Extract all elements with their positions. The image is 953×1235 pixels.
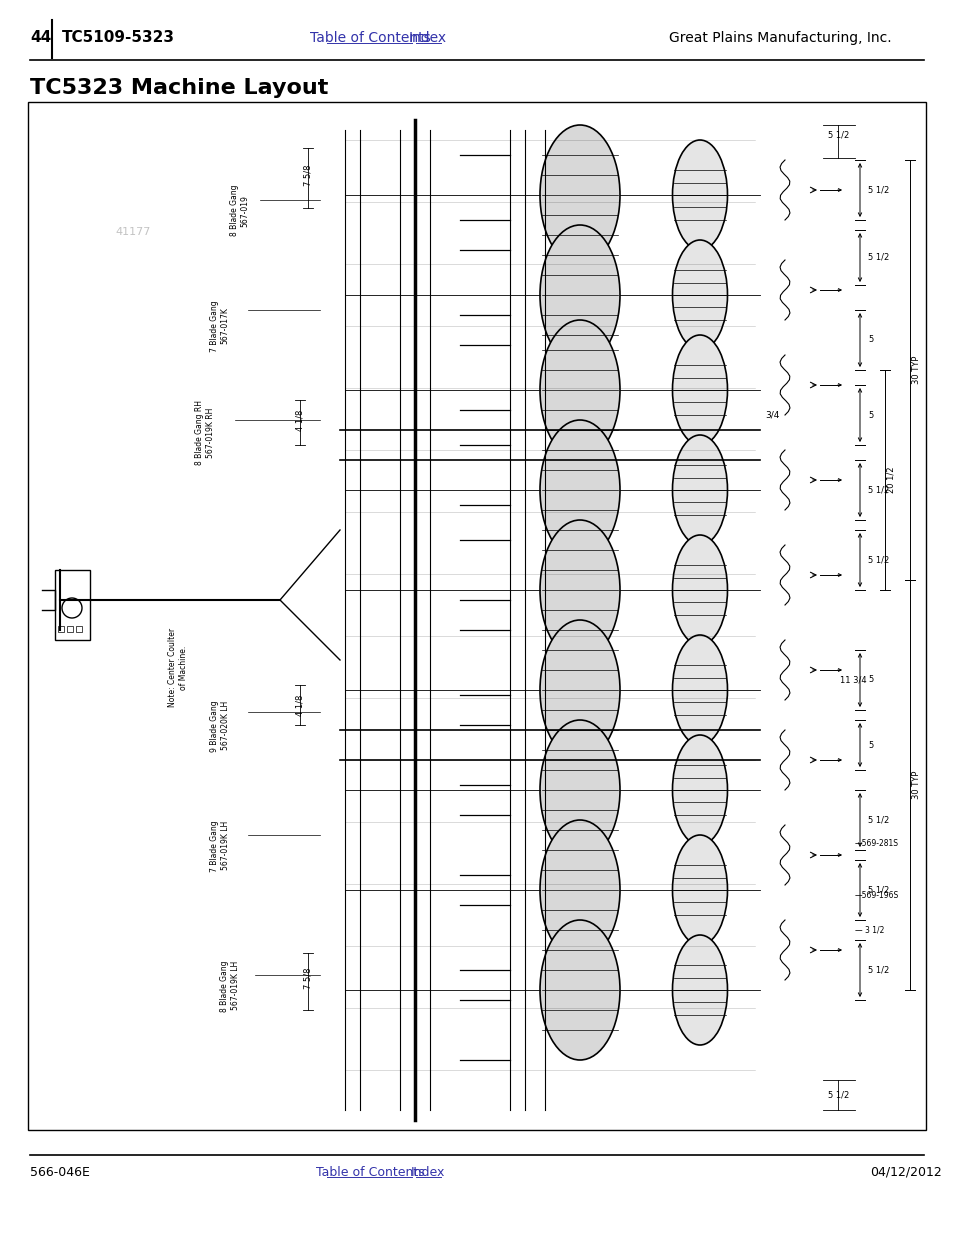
Text: — 3 1/2: — 3 1/2 [854, 925, 883, 935]
Ellipse shape [539, 320, 619, 459]
Ellipse shape [539, 920, 619, 1060]
Circle shape [62, 598, 82, 618]
Text: 4 1/8: 4 1/8 [295, 694, 304, 716]
Bar [67, 626, 73, 632]
Text: 5 1/2: 5 1/2 [827, 131, 848, 140]
Text: 5 1/2: 5 1/2 [867, 185, 888, 194]
Text: 9 Blade Gang
567-020K LH: 9 Blade Gang 567-020K LH [210, 700, 230, 752]
Ellipse shape [539, 620, 619, 760]
Ellipse shape [672, 835, 727, 945]
Text: Table of Contents: Table of Contents [310, 31, 430, 44]
Ellipse shape [539, 420, 619, 559]
Text: 20 1/2: 20 1/2 [886, 467, 895, 493]
Text: 3/4: 3/4 [764, 410, 779, 420]
Text: 8 Blade Gang
567-019: 8 Blade Gang 567-019 [230, 185, 250, 236]
Bar [28, 103, 925, 1130]
Text: Note: Center Coulter
of Machine.: Note: Center Coulter of Machine. [168, 629, 188, 708]
Text: 5: 5 [867, 676, 872, 684]
Text: —569-281S: —569-281S [854, 839, 898, 847]
Text: 30 TYP: 30 TYP [911, 356, 920, 384]
Text: 5: 5 [867, 336, 872, 345]
Ellipse shape [539, 820, 619, 960]
Ellipse shape [539, 720, 619, 860]
Ellipse shape [672, 335, 727, 445]
Ellipse shape [672, 140, 727, 249]
Text: 5 1/2: 5 1/2 [867, 966, 888, 974]
Text: Table of Contents: Table of Contents [315, 1166, 424, 1178]
Text: 5 1/2: 5 1/2 [867, 885, 888, 894]
Ellipse shape [672, 635, 727, 745]
Ellipse shape [672, 240, 727, 350]
Text: 04/12/2012: 04/12/2012 [869, 1166, 941, 1178]
Bar [76, 626, 82, 632]
Ellipse shape [539, 225, 619, 366]
Text: TC5109-5323: TC5109-5323 [62, 31, 174, 46]
Text: 44: 44 [30, 31, 51, 46]
Text: 5 1/2: 5 1/2 [867, 253, 888, 262]
Ellipse shape [539, 520, 619, 659]
Ellipse shape [672, 735, 727, 845]
Text: 5 1/2: 5 1/2 [867, 556, 888, 564]
Text: Great Plains Manufacturing, Inc.: Great Plains Manufacturing, Inc. [668, 31, 890, 44]
Text: 41177: 41177 [115, 227, 151, 237]
Text: Index: Index [411, 1166, 445, 1178]
Text: 7 Blade Gang
567-017K: 7 Blade Gang 567-017K [210, 300, 230, 352]
Text: 566-046E: 566-046E [30, 1166, 90, 1178]
Ellipse shape [672, 435, 727, 545]
Text: 11 3/4: 11 3/4 [840, 676, 865, 684]
Ellipse shape [672, 535, 727, 645]
Text: 5: 5 [867, 741, 872, 750]
Text: TC5323 Machine Layout: TC5323 Machine Layout [30, 78, 328, 98]
Text: 5 1/2: 5 1/2 [867, 485, 888, 494]
Bar [55, 571, 90, 640]
Text: —569-196S: —569-196S [854, 890, 899, 899]
Text: 8 Blade Gang RH
567-019K RH: 8 Blade Gang RH 567-019K RH [195, 400, 214, 466]
Text: 8 Blade Gang
567-019K LH: 8 Blade Gang 567-019K LH [220, 960, 239, 1011]
Text: 7 5/8: 7 5/8 [303, 164, 313, 185]
Text: 7 5/8: 7 5/8 [303, 967, 313, 989]
Text: 5 1/2: 5 1/2 [827, 1091, 848, 1099]
Ellipse shape [539, 125, 619, 266]
Ellipse shape [672, 935, 727, 1045]
Text: 5: 5 [867, 410, 872, 420]
Text: 7 Blade Gang
567-019K LH: 7 Blade Gang 567-019K LH [210, 820, 230, 872]
Text: 5 1/2: 5 1/2 [867, 815, 888, 825]
Bar [58, 626, 64, 632]
Text: 4 1/8: 4 1/8 [295, 409, 304, 431]
Text: 30 TYP: 30 TYP [911, 771, 920, 799]
Text: Index: Index [409, 31, 447, 44]
